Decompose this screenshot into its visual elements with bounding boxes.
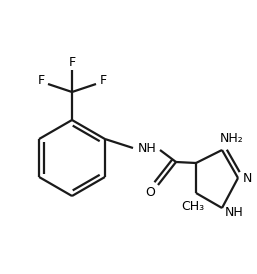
Text: NH: NH [225,207,243,219]
Text: F: F [68,56,76,70]
Text: N: N [242,172,252,184]
Text: F: F [38,75,44,87]
Text: O: O [145,187,155,199]
Text: NH: NH [138,141,156,155]
Text: NH₂: NH₂ [220,132,244,144]
Text: F: F [99,75,107,87]
Text: CH₃: CH₃ [181,201,205,213]
